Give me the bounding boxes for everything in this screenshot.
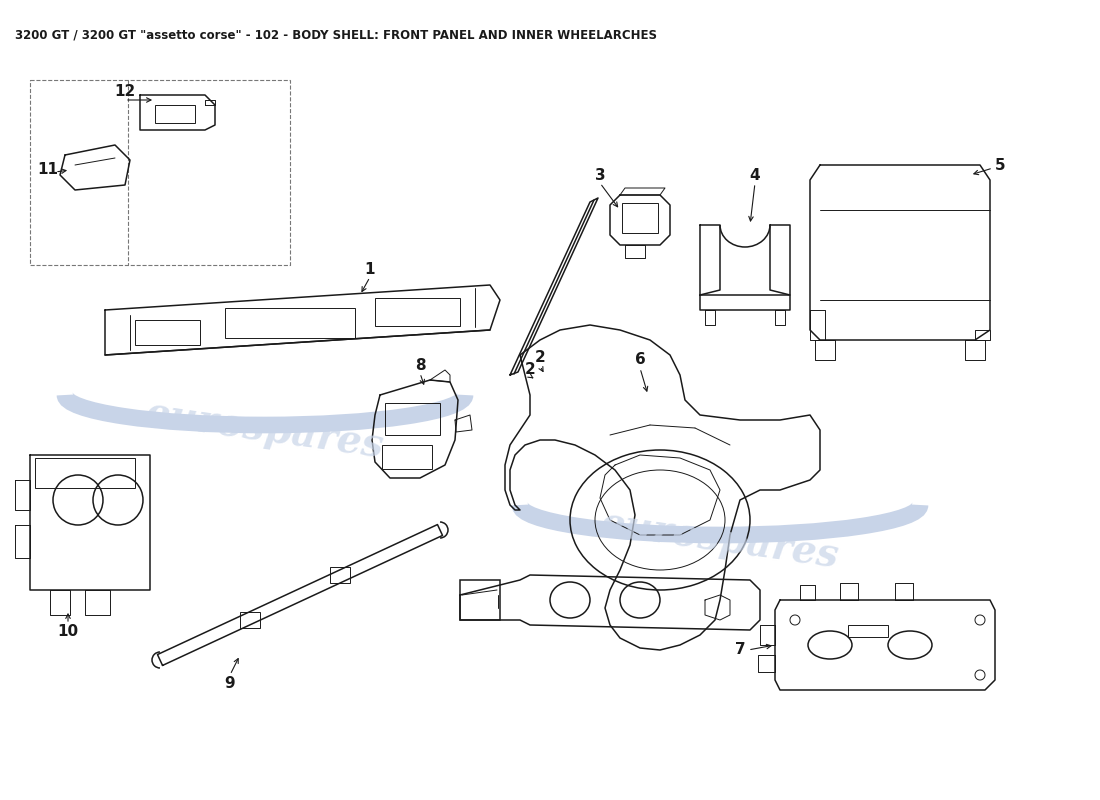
Text: eurospares: eurospares (598, 505, 842, 575)
Bar (155, 105, 195, 123)
Text: 7: 7 (735, 642, 746, 658)
Text: 11: 11 (37, 162, 58, 178)
Bar (385, 403, 440, 435)
Bar (375, 298, 460, 326)
Text: 3: 3 (595, 167, 605, 182)
Text: 6: 6 (635, 353, 646, 367)
Text: 2: 2 (535, 350, 546, 366)
Text: 1: 1 (365, 262, 375, 278)
Text: 12: 12 (114, 85, 135, 99)
Bar (35, 458, 135, 488)
Bar (621, 203, 658, 233)
Text: eurospares: eurospares (143, 394, 387, 466)
Bar (135, 320, 200, 345)
Bar (240, 612, 260, 628)
Bar (460, 580, 500, 620)
Text: 4: 4 (750, 167, 760, 182)
Bar (382, 445, 432, 469)
Text: 3200 GT / 3200 GT "assetto corse" - 102 - BODY SHELL: FRONT PANEL AND INNER WHEE: 3200 GT / 3200 GT "assetto corse" - 102 … (15, 28, 657, 41)
Bar (226, 308, 355, 338)
Bar (30, 80, 290, 265)
Text: 8: 8 (415, 358, 426, 373)
Text: 5: 5 (994, 158, 1005, 173)
Text: 9: 9 (224, 675, 235, 690)
Text: 10: 10 (57, 625, 78, 639)
Bar (330, 567, 350, 583)
Bar (848, 625, 888, 637)
Text: 2: 2 (525, 362, 536, 378)
